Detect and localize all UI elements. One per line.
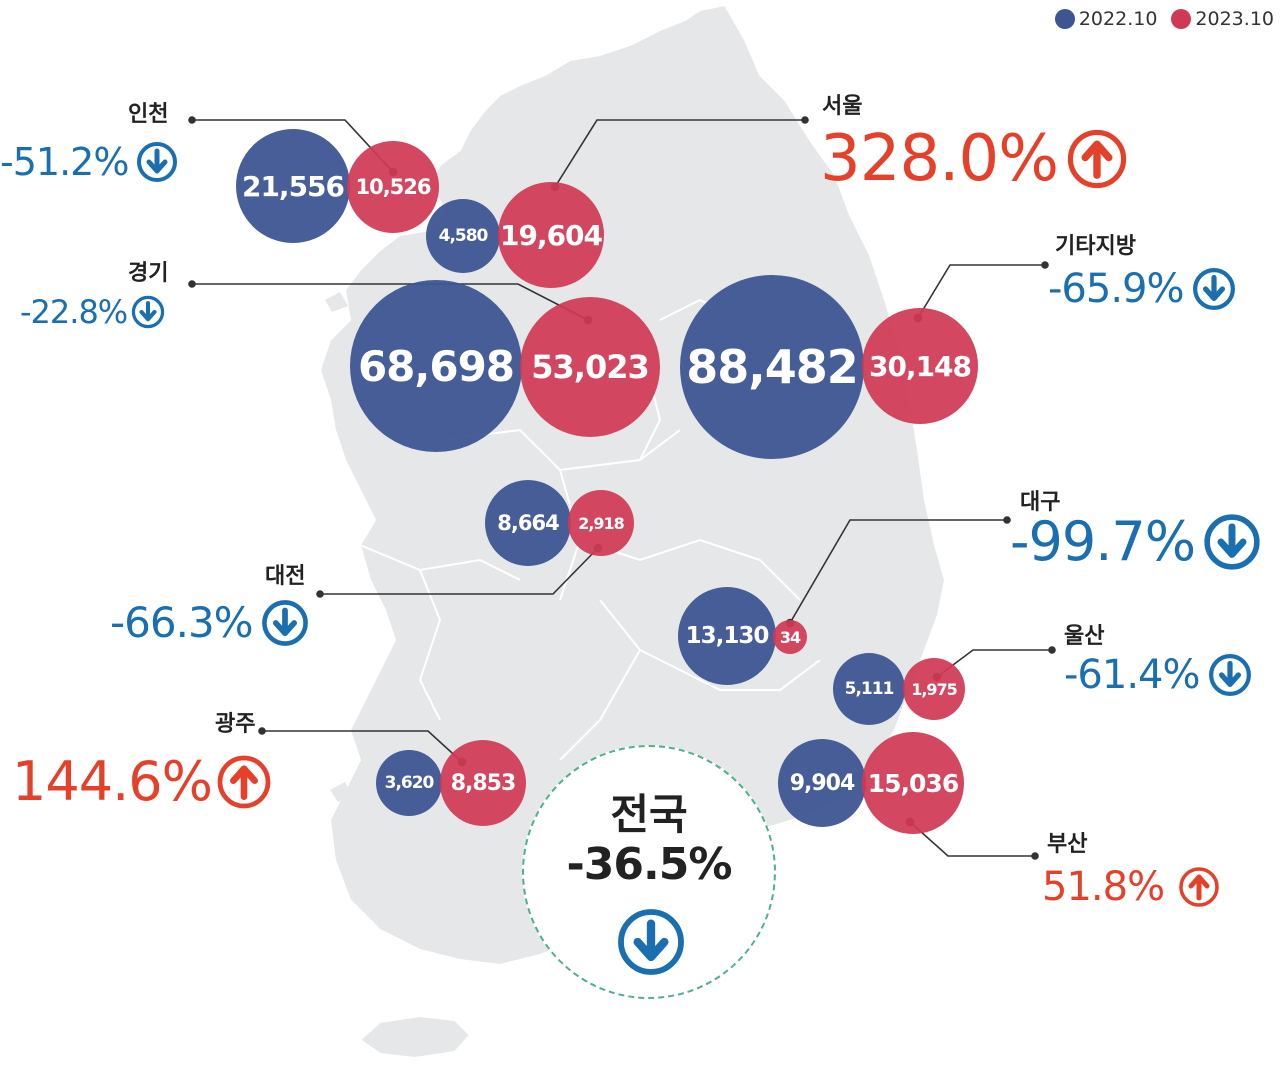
arrow-down-icon (132, 295, 165, 329)
change-gwangju: 144.6% (12, 750, 272, 813)
bubble-daejeon-2022: 8,664 (485, 480, 571, 566)
change-seoul-value: 328.0% (820, 122, 1059, 196)
region-name-other: 기타지방 (1055, 234, 1136, 259)
change-daejeon-value: -66.3% (110, 598, 254, 647)
arrow-up-icon (1067, 129, 1127, 189)
region-name-gwangju: 광주 (215, 712, 256, 737)
region-name-daejeon: 대전 (265, 564, 306, 589)
bubble-gwangju-2022: 3,620 (376, 750, 442, 816)
change-gwangju-value: 144.6% (12, 750, 213, 813)
change-gyeonggi-value: -22.8% (20, 293, 128, 331)
bubble-busan-2023: 15,036 (862, 732, 964, 834)
bubble-busan-2022: 9,904 (778, 739, 866, 827)
arrow-up-icon (1179, 867, 1219, 907)
change-daejeon: -66.3% (110, 598, 309, 647)
change-daegu-value: -99.7% (1010, 510, 1196, 573)
change-gyeonggi: -22.8% (20, 293, 165, 331)
region-name-incheon: 인천 (128, 102, 169, 127)
legend-dot-2022 (1054, 9, 1075, 29)
bubble-gwangju-2023: 8,853 (440, 740, 526, 826)
region-name-seoul: 서울 (822, 94, 863, 119)
national-change: -36.5% (566, 839, 733, 890)
change-ulsan: -61.4% (1064, 652, 1252, 698)
arrow-up-icon (217, 755, 271, 808)
bubble-daejeon-2023: 2,918 (568, 490, 634, 556)
leader-line-seoul (554, 119, 805, 188)
change-busan: 51.8% (1042, 864, 1220, 910)
region-name-daegu: 대구 (1020, 490, 1061, 515)
bubble-gyeonggi-2023: 53,023 (520, 297, 660, 437)
region-name-ulsan: 울산 (1064, 624, 1105, 649)
leader-line-other (917, 264, 1045, 319)
change-ulsan-value: -61.4% (1064, 652, 1201, 698)
change-busan-value: 51.8% (1042, 864, 1165, 910)
change-daegu: -99.7% (1010, 510, 1261, 573)
arrow-down-icon (1208, 654, 1251, 696)
jeju-island (358, 1014, 472, 1060)
bubble-ulsan-2022: 5,111 (833, 653, 905, 725)
arrow-down-icon (1192, 268, 1235, 310)
arrow-down-icon (137, 142, 178, 182)
island-2 (325, 292, 348, 312)
leader-line-busan (909, 821, 1035, 857)
region-name-gyeonggi: 경기 (128, 261, 169, 286)
island-1 (330, 782, 352, 802)
legend-item-2022: 2022.10 (1054, 8, 1158, 30)
change-incheon: -51.2% (0, 140, 178, 184)
bubble-daegu-2023: 34 (773, 620, 807, 654)
legend-item-2023: 2023.10 (1171, 8, 1274, 30)
change-seoul: 328.0% (820, 122, 1128, 196)
bubble-seoul-2023: 19,604 (498, 182, 604, 288)
legend-dot-2023 (1171, 9, 1192, 29)
bubble-daegu-2022: 13,130 (678, 587, 776, 685)
bubble-gyeonggi-2022: 68,698 (350, 280, 522, 452)
legend: 2022.10 2023.10 (1041, 8, 1274, 30)
legend-label-2023: 2023.10 (1195, 8, 1274, 30)
leader-line-daegu (789, 519, 1007, 624)
change-incheon-value: -51.2% (0, 140, 129, 184)
national-name: 전국 (610, 790, 688, 839)
national-summary: 전국 -36.5% (522, 745, 776, 999)
bubble-seoul-2022: 4,580 (426, 199, 500, 273)
arrow-down-icon (261, 599, 308, 646)
bubble-ulsan-2023: 1,975 (903, 658, 965, 720)
change-other-value: -65.9% (1048, 266, 1185, 312)
change-other: -65.9% (1048, 266, 1236, 312)
leader-line-gwangju (262, 730, 463, 763)
leader-line-daejeon (320, 547, 599, 595)
bubble-incheon-2023: 10,526 (347, 141, 439, 233)
bubble-incheon-2022: 21,556 (236, 129, 350, 243)
arrow-down-icon (1204, 513, 1260, 570)
bubble-other-2022: 88,482 (680, 275, 864, 459)
legend-label-2022: 2022.10 (1078, 8, 1158, 30)
arrow-down-icon (618, 909, 684, 975)
bubble-other-2023: 30,148 (862, 308, 978, 424)
region-name-busan: 부산 (1047, 832, 1088, 857)
